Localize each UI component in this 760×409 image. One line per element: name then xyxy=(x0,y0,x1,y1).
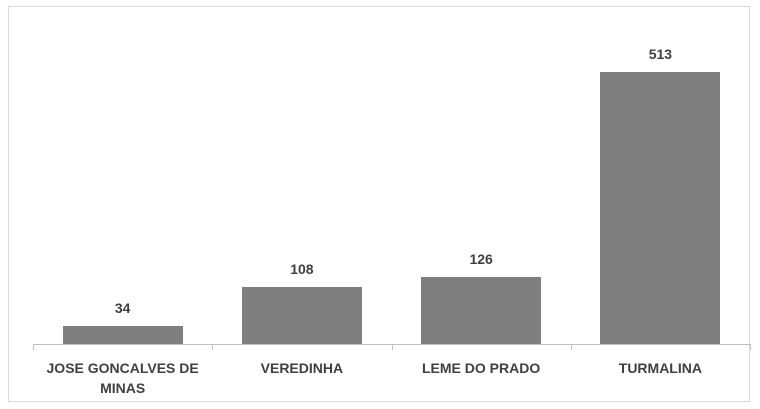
bar xyxy=(421,277,542,344)
data-label: 513 xyxy=(648,46,673,62)
x-axis-tick xyxy=(570,344,572,350)
x-tick-label: TURMALINA xyxy=(618,360,702,376)
bar xyxy=(62,325,183,344)
data-label: 108 xyxy=(290,260,314,277)
x-axis-tick xyxy=(33,344,34,350)
bar xyxy=(600,72,721,344)
x-axis-tick xyxy=(391,344,393,350)
data-label: 126 xyxy=(469,251,493,268)
chart-frame xyxy=(8,6,750,402)
x-axis-tick xyxy=(212,344,214,350)
data-label: 34 xyxy=(114,299,131,316)
x-tick-label: LEME DO PRADO xyxy=(422,360,541,376)
x-tick-label: VEREDINHA xyxy=(260,360,344,376)
bar xyxy=(241,286,362,344)
x-axis-tick xyxy=(750,344,751,350)
x-tick-label: JOSE GONCALVES DE MINAS xyxy=(46,360,199,396)
